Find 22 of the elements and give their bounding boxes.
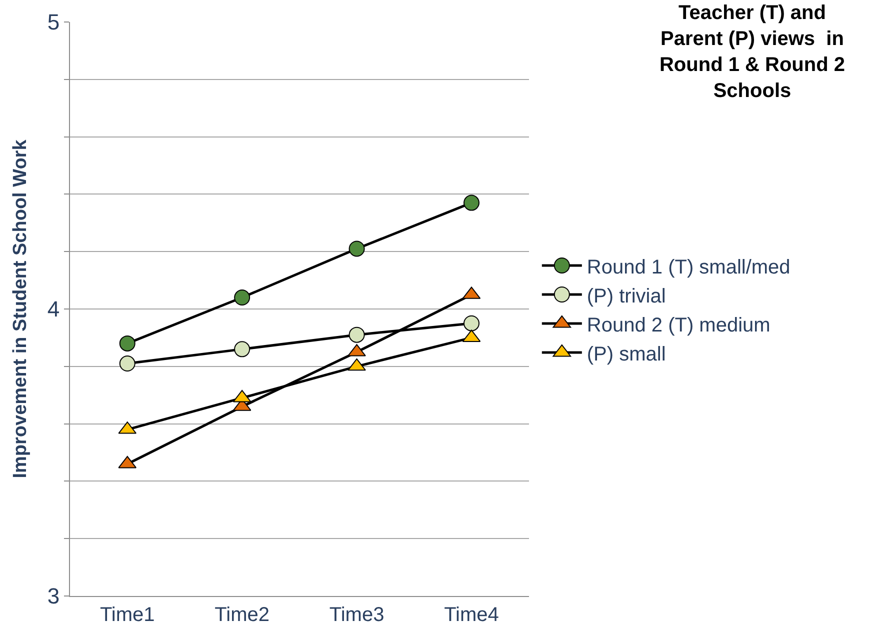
point (119, 356, 136, 372)
x-tick-label: Time3 (329, 604, 384, 626)
point (348, 358, 366, 371)
point (463, 315, 480, 332)
point (234, 341, 250, 358)
legend-label: Round 2 (T) medium (586, 314, 770, 336)
point (119, 335, 136, 352)
legend-label: (P) trivial (586, 285, 666, 308)
y-tick-label: 5 (47, 10, 60, 35)
legend-label: Round 1 (T) small/med (586, 256, 790, 278)
text: Teacher (T) and Parent (P) views in Round 1 & Round 2 Schools (659, 2, 846, 102)
x-tick-label: Time2 (214, 604, 270, 626)
y-tick-label: 3 (47, 584, 60, 609)
point (463, 194, 480, 211)
x-tick-label: Time1 (100, 604, 155, 626)
point (348, 240, 365, 257)
legend-label: (P) small (586, 343, 666, 366)
point (348, 326, 365, 343)
point (234, 290, 250, 306)
y-axis-title: Improvement in Student School Work (10, 139, 32, 478)
x-tick-label: Time4 (444, 604, 499, 626)
y-tick-label: 4 (47, 296, 60, 322)
